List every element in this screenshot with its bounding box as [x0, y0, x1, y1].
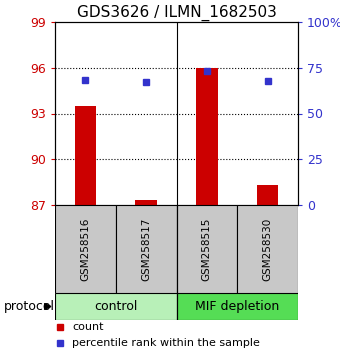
Bar: [237, 205, 298, 293]
Bar: [55, 293, 176, 320]
Bar: [176, 205, 237, 293]
Bar: [176, 293, 298, 320]
Title: GDS3626 / ILMN_1682503: GDS3626 / ILMN_1682503: [76, 5, 276, 21]
Text: percentile rank within the sample: percentile rank within the sample: [72, 338, 260, 348]
Bar: [257, 185, 278, 205]
Bar: [55, 205, 116, 293]
Text: control: control: [94, 300, 137, 313]
Text: GSM258530: GSM258530: [262, 217, 273, 281]
Bar: [116, 205, 176, 293]
Text: GSM258517: GSM258517: [141, 217, 151, 281]
Bar: [196, 68, 218, 205]
Text: count: count: [72, 322, 103, 332]
Bar: [136, 200, 157, 205]
Text: GSM258515: GSM258515: [202, 217, 212, 281]
Text: MIF depletion: MIF depletion: [195, 300, 279, 313]
Text: GSM258516: GSM258516: [80, 217, 90, 281]
Text: protocol: protocol: [3, 300, 54, 313]
Bar: [75, 106, 96, 205]
